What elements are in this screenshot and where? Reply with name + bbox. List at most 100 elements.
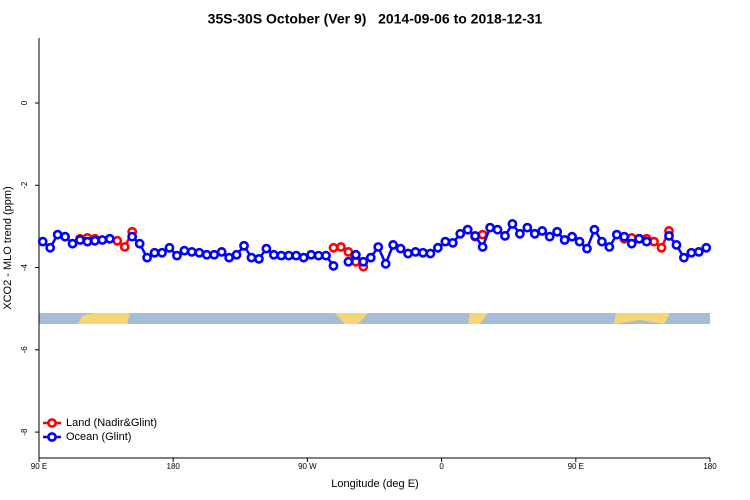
- point: [186, 247, 197, 257]
- point: [276, 250, 287, 261]
- point: [634, 233, 645, 244]
- point: [440, 236, 451, 247]
- point: [492, 224, 503, 235]
- point: [529, 228, 540, 239]
- point: [246, 252, 257, 263]
- point: [67, 238, 78, 249]
- legend-swatch: [47, 432, 57, 442]
- y-tick-label: -4: [20, 263, 29, 271]
- point: [522, 222, 533, 233]
- point: [224, 252, 235, 263]
- point: [142, 252, 153, 263]
- point: [216, 247, 227, 257]
- point: [336, 242, 346, 252]
- point: [693, 247, 704, 257]
- y-tick-label: -8: [20, 428, 29, 436]
- legend-label: Ocean (Glint): [66, 431, 131, 443]
- point: [604, 242, 615, 252]
- point: [350, 249, 361, 260]
- point: [410, 247, 421, 257]
- point: [365, 252, 376, 263]
- point: [231, 249, 242, 260]
- point: [75, 235, 85, 245]
- land-mask: [39, 313, 710, 324]
- point: [134, 238, 145, 249]
- point: [373, 242, 384, 252]
- point: [641, 236, 652, 247]
- point: [37, 236, 48, 247]
- point: [537, 226, 548, 236]
- point: [380, 258, 391, 269]
- point: [52, 229, 63, 240]
- point: [112, 235, 123, 246]
- y-tick-label: -6: [20, 346, 29, 354]
- point: [291, 250, 302, 261]
- point: [45, 242, 56, 253]
- point: [701, 242, 712, 253]
- ocean-strip: [39, 313, 710, 324]
- y-tick-label: 0: [20, 100, 29, 105]
- point: [209, 249, 220, 260]
- point: [567, 231, 577, 242]
- point: [90, 235, 100, 246]
- point: [97, 235, 108, 245]
- point: [268, 249, 279, 260]
- land-patch: [335, 313, 368, 324]
- point: [127, 231, 138, 242]
- x-tick-label: 90 E: [568, 462, 584, 471]
- point: [455, 228, 466, 239]
- point: [321, 250, 331, 261]
- point: [686, 247, 697, 258]
- point: [582, 243, 592, 254]
- point: [619, 231, 630, 242]
- point: [388, 240, 399, 250]
- x-tick-label: 90 E: [31, 462, 47, 471]
- x-tick-label: 90 W: [298, 462, 317, 471]
- point: [395, 243, 406, 254]
- point: [500, 230, 510, 241]
- point: [649, 236, 659, 247]
- y-axis-label: XCO2 - MLO trend (ppm): [2, 186, 14, 309]
- point: [149, 247, 160, 258]
- point: [194, 247, 205, 258]
- point: [283, 250, 294, 261]
- point: [328, 260, 339, 271]
- point: [201, 249, 212, 260]
- land-patch: [78, 313, 130, 324]
- point: [432, 242, 443, 253]
- point: [82, 236, 93, 247]
- point: [104, 233, 115, 244]
- x-tick-label: 0: [439, 462, 444, 471]
- x-tick-label: 180: [703, 462, 717, 471]
- point: [60, 231, 70, 242]
- point: [358, 256, 369, 267]
- point: [589, 224, 600, 235]
- point: [462, 224, 473, 235]
- point: [626, 238, 637, 249]
- legend-label: Land (Nadir&Glint): [66, 417, 157, 429]
- point: [679, 252, 689, 263]
- point: [514, 228, 525, 239]
- point: [425, 248, 436, 259]
- x-axis-label: Longitude (deg E): [331, 478, 418, 490]
- point: [179, 245, 190, 256]
- point: [343, 247, 354, 257]
- legend-swatch: [47, 418, 57, 428]
- land-patch: [614, 313, 670, 324]
- point: [254, 254, 264, 264]
- point: [611, 229, 622, 240]
- point: [418, 247, 428, 258]
- point: [507, 219, 518, 229]
- point: [485, 222, 495, 233]
- point: [328, 242, 339, 253]
- point: [298, 252, 309, 263]
- point: [239, 240, 249, 251]
- point: [552, 226, 563, 237]
- point: [559, 235, 570, 245]
- point: [596, 236, 607, 247]
- point: [544, 231, 555, 242]
- point: [664, 230, 674, 241]
- point: [477, 242, 488, 252]
- chart-title: 35S-30S October (Ver 9) 2014-09-06 to 20…: [208, 11, 543, 27]
